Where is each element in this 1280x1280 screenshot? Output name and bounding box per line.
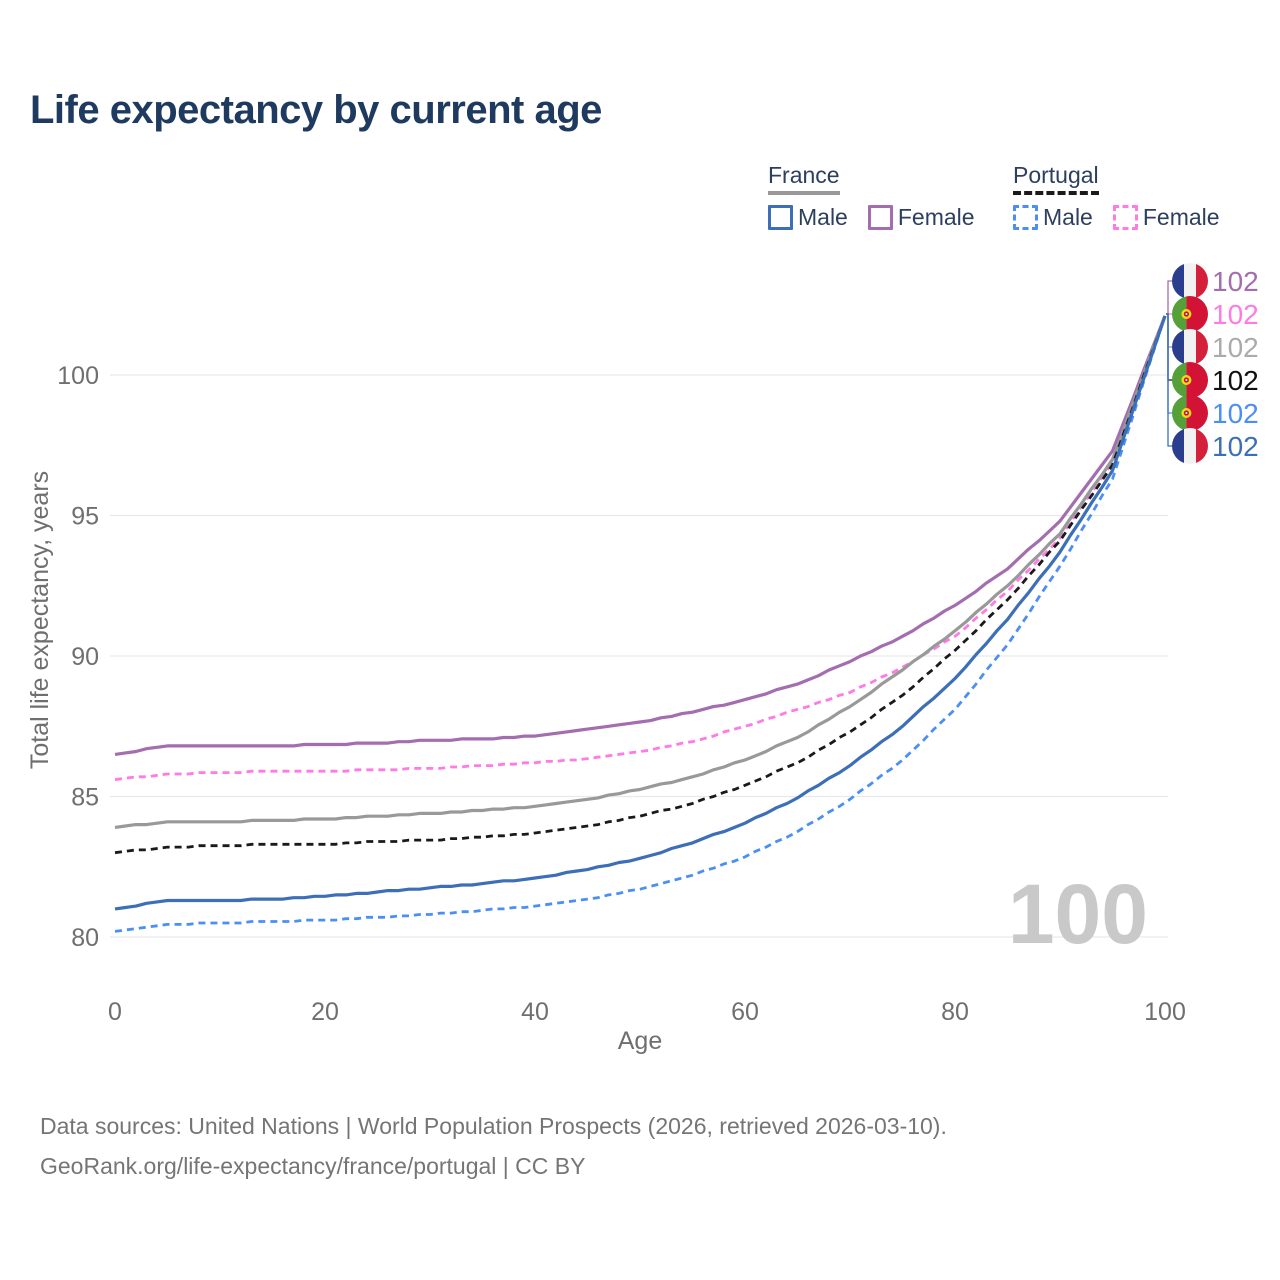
end-value-france-female: 102 [1212, 266, 1259, 297]
france-flag-icon [1172, 329, 1208, 365]
end-label-leader-line [1166, 313, 1175, 447]
y-axis-title: Total life expectancy, years [26, 471, 54, 769]
x-tick-label: 80 [941, 998, 969, 1026]
x-axis-title: Age [618, 1027, 662, 1055]
end-value-portugal-female: 102 [1212, 299, 1259, 330]
x-tick-label: 60 [731, 998, 759, 1026]
series-line-portugal-total[interactable] [114, 315, 1167, 855]
legend-group-france: France Male Female [768, 162, 995, 231]
legend-label: Female [1142, 204, 1220, 230]
france-flag-icon [1172, 263, 1208, 299]
age-watermark: 100 [1008, 867, 1148, 961]
legend-portugal-female[interactable]: Female [1112, 204, 1220, 231]
y-tick-label: 90 [71, 643, 99, 671]
data-source-footer: Data sources: United Nations | World Pop… [40, 1106, 947, 1186]
france-female-swatch-icon [867, 205, 893, 230]
end-value-portugal-total: 102 [1212, 365, 1259, 396]
end-value-france-total: 102 [1212, 332, 1259, 363]
france-flag-icon [1172, 428, 1208, 464]
series-line-france-total[interactable] [114, 315, 1167, 829]
x-tick-label: 20 [311, 998, 339, 1026]
portugal-male-swatch-icon [1013, 205, 1038, 230]
france-male-swatch-icon [768, 205, 793, 230]
legend-label: Male [798, 204, 848, 230]
portugal-female-swatch-icon [1112, 205, 1138, 230]
footer-attribution-line: GeoRank.org/life-expectancy/france/portu… [40, 1153, 586, 1179]
end-value-france-male: 102 [1212, 431, 1259, 462]
legend-portugal-male[interactable]: Male [1013, 204, 1093, 231]
x-tick-label: 40 [521, 998, 549, 1026]
x-tick-label: 100 [1144, 998, 1186, 1026]
legend-france-toggle[interactable]: France [768, 162, 840, 195]
portugal-flag-icon [1172, 362, 1208, 398]
y-tick-label: 80 [71, 924, 99, 952]
legend-label: Female [897, 204, 975, 230]
portugal-flag-icon [1172, 296, 1208, 332]
portugal-flag-icon [1172, 395, 1208, 431]
footer-sources-line: Data sources: United Nations | World Pop… [40, 1113, 947, 1139]
legend-group-portugal: Portugal Male Female [1013, 162, 1240, 231]
y-tick-label: 95 [71, 503, 99, 531]
page-title: Life expectancy by current age [30, 88, 602, 132]
series-line-portugal-female[interactable] [114, 315, 1167, 781]
legend-portugal-toggle[interactable]: Portugal [1013, 162, 1099, 195]
series-line-france-male[interactable] [114, 315, 1167, 911]
legend-label: Male [1043, 204, 1093, 230]
legend-france-male[interactable]: Male [768, 204, 848, 231]
x-tick-label: 0 [108, 998, 122, 1026]
series-line-france-female[interactable] [114, 315, 1167, 756]
y-tick-label: 100 [57, 362, 99, 390]
series-line-portugal-male[interactable] [114, 315, 1167, 933]
y-tick-label: 85 [71, 784, 99, 812]
legend-france-female[interactable]: Female [867, 204, 975, 231]
end-value-portugal-male: 102 [1212, 398, 1259, 429]
